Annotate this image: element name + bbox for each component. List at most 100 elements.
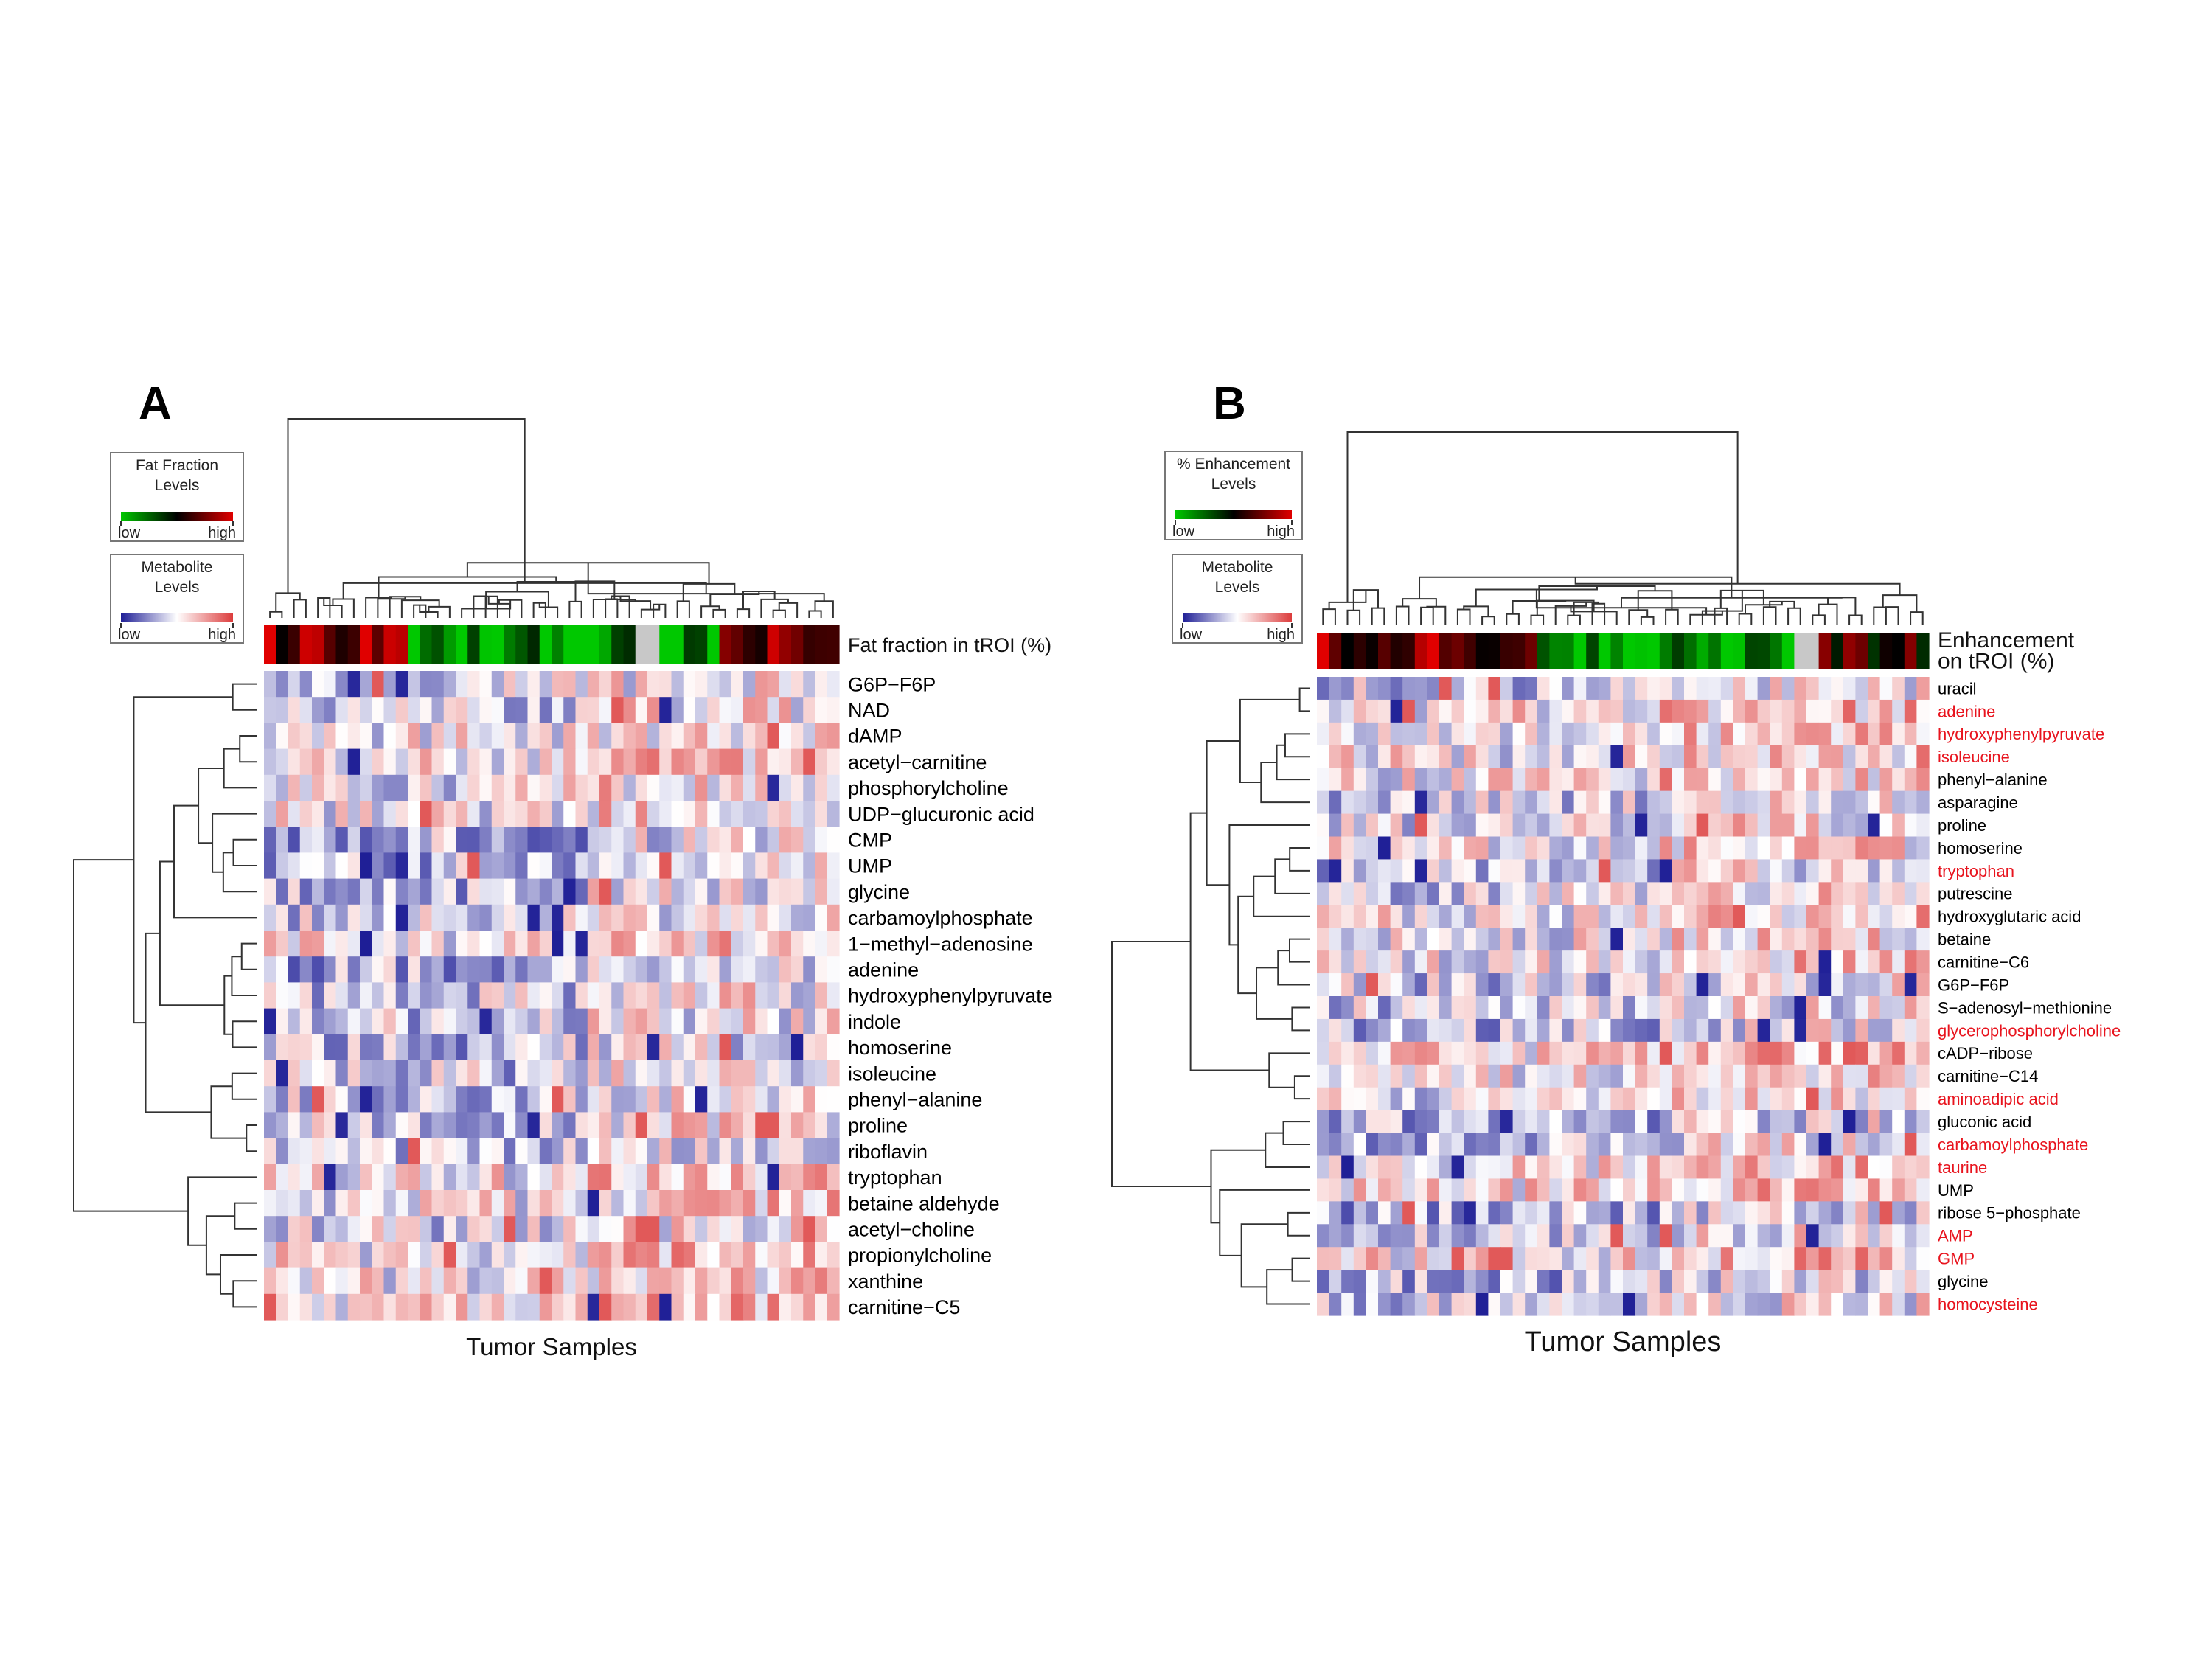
panel-b-heatmap-cell xyxy=(1512,836,1526,860)
panel-b-heatmap-cell xyxy=(1525,745,1538,769)
panel-a-row-label: adenine xyxy=(848,959,919,981)
panel-b-row-label: phenyl−alanine xyxy=(1938,771,2048,789)
panel-b-annotation-cell xyxy=(1525,633,1538,669)
panel-b-heatmap-cell xyxy=(1573,1133,1587,1157)
panel-a-heatmap-cell xyxy=(827,1060,840,1087)
panel-b-heatmap-cell xyxy=(1402,1247,1416,1270)
panel-a-heatmap-cell xyxy=(456,748,468,776)
panel-a-heatmap-cell xyxy=(395,774,408,801)
panel-a-heatmap-cell xyxy=(443,1086,456,1113)
panel-a-heatmap-cell xyxy=(347,1060,361,1087)
panel-a-heatmap-cell xyxy=(276,931,289,957)
panel-a-heatmap-cell xyxy=(383,1086,397,1113)
panel-b-heatmap-cell xyxy=(1904,950,1917,974)
panel-b-heatmap-cell xyxy=(1720,905,1733,928)
panel-b-heatmap-cell xyxy=(1781,1155,1795,1180)
panel-b-heatmap-cell xyxy=(1390,813,1403,838)
panel-b-heatmap-cell xyxy=(1451,1018,1464,1043)
panel-b-annotation-cell xyxy=(1781,633,1795,669)
panel-b-heatmap-cell xyxy=(1586,1041,1599,1065)
panel-a-heatmap-cell xyxy=(479,1138,493,1165)
panel-a-row-label: indole xyxy=(848,1011,901,1033)
panel-b-heatmap-cell xyxy=(1708,768,1722,792)
panel-a-heatmap-cell xyxy=(299,956,313,983)
panel-b-heatmap-cell xyxy=(1904,1041,1917,1065)
panel-b-heatmap-cell xyxy=(1366,699,1379,723)
panel-a-heatmap-cell xyxy=(659,671,672,698)
panel-a-heatmap-cell xyxy=(360,801,372,827)
panel-b-heatmap-cell xyxy=(1341,1270,1354,1293)
panel-a-heatmap-cell xyxy=(827,956,840,983)
panel-b-heatmap-cell xyxy=(1916,768,1930,792)
panel-a-heatmap-cell xyxy=(719,878,732,905)
panel-b-heatmap-cell xyxy=(1708,1041,1722,1065)
panel-a-heatmap-cell xyxy=(335,878,349,905)
panel-b-heatmap-cell xyxy=(1610,859,1624,883)
panel-a-heatmap-cell xyxy=(755,1060,768,1087)
panel-a-heatmap-cell xyxy=(431,1190,445,1217)
panel-a-heatmap-cell xyxy=(791,931,804,957)
panel-a-heatmap-cell xyxy=(264,1242,276,1269)
panel-b-heatmap-cell xyxy=(1402,768,1416,792)
panel-b-column-dendrogram xyxy=(1554,602,1587,625)
panel-b-heatmap-cell xyxy=(1659,722,1672,746)
panel-b-heatmap-cell xyxy=(1904,790,1917,815)
panel-a-heatmap-cell xyxy=(420,1008,433,1035)
panel-b-heatmap-cell xyxy=(1868,677,1881,700)
panel-b-heatmap-cell xyxy=(1500,1293,1514,1316)
panel-a-heatmap-cell xyxy=(347,1138,361,1165)
panel-b-heatmap-cell xyxy=(1757,1178,1770,1202)
panel-b-heatmap-cell xyxy=(1781,1041,1795,1065)
panel-b-heatmap-cell xyxy=(1598,768,1611,792)
panel-a-heatmap-cell xyxy=(395,827,408,853)
panel-a-heatmap-cell xyxy=(815,1190,828,1217)
panel-b-heatmap-cell xyxy=(1500,677,1514,700)
panel-b-heatmap-cell xyxy=(1684,813,1697,838)
panel-a-heatmap-cell xyxy=(755,982,768,1009)
panel-b-heatmap-cell xyxy=(1781,950,1795,974)
panel-b-heatmap-cell xyxy=(1537,1133,1550,1157)
panel-b-heatmap-cell xyxy=(1341,768,1354,792)
panel-a-heatmap-cell xyxy=(791,1267,804,1295)
panel-a-heatmap-cell xyxy=(383,1293,397,1321)
panel-b-heatmap-cell xyxy=(1843,1041,1856,1065)
panel-a-heatmap-cell xyxy=(335,1008,349,1035)
panel-a-heatmap-cell xyxy=(504,1216,516,1242)
panel-b-heatmap-cell xyxy=(1757,1110,1770,1134)
panel-a-heatmap-cell xyxy=(372,982,385,1009)
panel-a-heatmap-cell xyxy=(755,774,768,801)
panel-a-heatmap-cell xyxy=(767,1138,780,1165)
panel-a-heatmap-cell xyxy=(623,956,636,983)
panel-a-heatmap-cell xyxy=(335,1242,349,1269)
panel-b-heatmap-cell xyxy=(1464,973,1477,997)
panel-b-heatmap-cell xyxy=(1794,813,1807,838)
panel-b-heatmap-cell xyxy=(1794,1247,1807,1270)
panel-b-heatmap-cell xyxy=(1488,677,1501,700)
panel-b-heatmap-cell xyxy=(1341,790,1354,815)
panel-b-heatmap-cell xyxy=(1525,1293,1538,1316)
panel-b-heatmap-cell xyxy=(1720,768,1733,792)
panel-a-heatmap-cell xyxy=(552,956,564,983)
panel-b-heatmap-cell xyxy=(1745,882,1759,905)
panel-a-heatmap-cell xyxy=(647,1242,660,1269)
panel-b-heatmap-cell xyxy=(1794,1178,1807,1202)
panel-b-heatmap-cell xyxy=(1806,1018,1820,1043)
panel-a-heatmap-cell xyxy=(659,852,672,880)
panel-b-heatmap-cell xyxy=(1794,1041,1807,1065)
panel-a-heatmap-cell xyxy=(599,956,612,983)
panel-a-heatmap-cell xyxy=(647,723,660,750)
panel-b-heatmap-cell xyxy=(1317,1041,1330,1065)
panel-b-heatmap-cell xyxy=(1537,813,1550,838)
panel-b-heatmap-cell xyxy=(1831,996,1844,1020)
panel-a-heatmap-cell xyxy=(552,1060,564,1087)
panel-b-heatmap-cell xyxy=(1892,677,1905,700)
panel-b-annotation-cell xyxy=(1794,633,1807,669)
panel-a-annotation-cell xyxy=(527,625,540,664)
panel-b-heatmap-cell xyxy=(1390,1247,1403,1270)
panel-a-heatmap-cell xyxy=(803,904,816,931)
panel-a-heatmap-cell xyxy=(360,1164,372,1191)
panel-b-heatmap-cell xyxy=(1868,859,1881,883)
panel-b-heatmap-cell xyxy=(1904,1270,1917,1293)
panel-a-heatmap-cell xyxy=(563,1086,577,1113)
panel-b-heatmap-cell xyxy=(1414,1087,1427,1111)
